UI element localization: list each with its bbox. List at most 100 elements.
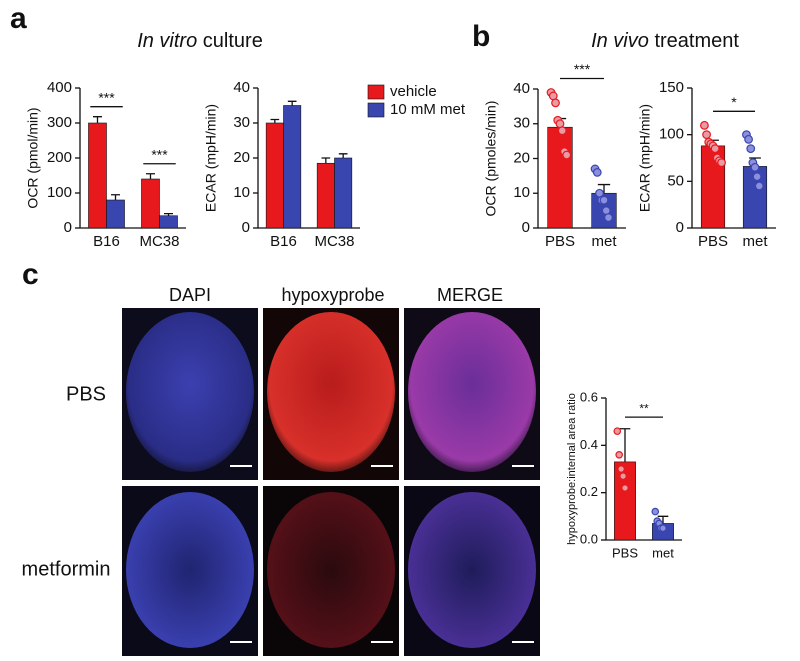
error-bar (597, 183, 611, 194)
data-point (744, 134, 753, 144)
title-italic: In vivo (591, 30, 649, 52)
error-bar (145, 173, 155, 179)
y-tick-label: 30 (513, 115, 530, 132)
y-tick-label: 0 (242, 219, 250, 236)
bar (106, 199, 125, 229)
y-tick-label: 40 (513, 80, 530, 97)
bar (316, 162, 335, 229)
column-header: DAPI (169, 285, 211, 305)
error-bar (111, 194, 121, 200)
error-bar (619, 428, 631, 462)
data-point (651, 507, 660, 516)
error-bar (287, 100, 297, 106)
y-tick-label: 30 (233, 114, 250, 131)
data-point (750, 162, 760, 172)
y-axis-label: OCR (pmol/min) (25, 107, 41, 208)
bar (283, 105, 302, 229)
data-point (619, 472, 627, 480)
panel-b-header: b In vivo treatment (472, 20, 739, 53)
error-bar (164, 213, 174, 216)
y-tick-label: 20 (513, 149, 530, 166)
data-point (659, 524, 667, 532)
tissue (126, 492, 254, 648)
data-point (604, 213, 613, 222)
significance-label: *** (151, 146, 168, 162)
tissue (267, 312, 395, 472)
error-bar (92, 116, 102, 123)
data-point (746, 144, 756, 154)
chart: 0 10 20 30 40 ECAR (mpH/min) B16 MC38 vehicle10 … (203, 79, 466, 250)
y-tick-label: 100 (47, 184, 72, 201)
data-point (557, 126, 567, 136)
x-tick-label: met (591, 233, 617, 250)
chart: 0 10 20 30 40 OCR (pmoles/min) PBS met *** (483, 61, 626, 250)
y-tick-label: 0.2 (580, 484, 598, 499)
panel-a-header: a In vitro culture (10, 2, 263, 52)
data-point (613, 427, 622, 435)
row-label: PBS (66, 383, 106, 405)
significance-label: *** (98, 89, 115, 105)
y-tick-label: 10 (513, 184, 530, 201)
data-point (717, 158, 726, 168)
data-point (551, 98, 560, 108)
chart: 0 50 100 150 ECAR (mpH/min) PBS met * (637, 79, 776, 250)
y-tick-label: 100 (659, 126, 684, 143)
error-bar (321, 157, 331, 164)
panel-c: c DAPI hypoxyprobe MERGE PBS metformin (22, 258, 540, 656)
significance-label: * (731, 94, 737, 110)
x-tick-label: PBS (698, 233, 728, 250)
data-point (599, 195, 609, 205)
column-header: hypoxyprobe (281, 285, 384, 305)
panel-title: In vitro culture (137, 30, 263, 52)
x-tick-label: met (652, 545, 674, 560)
data-point (562, 150, 572, 160)
y-tick-label: 200 (47, 149, 72, 166)
tissue (126, 312, 254, 472)
y-tick-label: 0.4 (580, 437, 598, 452)
y-axis-label: hypoxyprobe:internal area ratio (566, 393, 578, 545)
scale-bars (230, 465, 534, 643)
y-tick-label: 150 (659, 79, 684, 96)
x-tick-label: B16 (93, 233, 120, 250)
row-label: metformin (22, 558, 111, 580)
x-tick-label: MC38 (314, 233, 354, 250)
error-bar (270, 118, 280, 123)
x-tick-label: B16 (270, 233, 297, 250)
error-bar (338, 153, 348, 158)
y-tick-label: 20 (233, 149, 250, 166)
y-tick-label: 0 (676, 219, 684, 236)
data-point (700, 120, 709, 130)
error-bar (657, 515, 669, 524)
y-axis-label: ECAR (mpH/min) (203, 104, 219, 212)
panel-label: c (22, 258, 39, 291)
tissue (408, 312, 536, 472)
x-tick-label: PBS (545, 233, 575, 250)
data-point (754, 181, 764, 191)
title-rest: treatment (654, 30, 739, 52)
data-point (710, 144, 720, 154)
bar (547, 126, 573, 229)
column-header: MERGE (437, 285, 503, 305)
data-point (621, 484, 629, 492)
micrographs (122, 308, 540, 656)
title-rest: culture (203, 30, 263, 52)
tissue (267, 492, 395, 648)
y-axis-label: ECAR (mpH/min) (637, 104, 653, 212)
y-axis-label: OCR (pmoles/min) (483, 101, 499, 217)
data-point (617, 465, 625, 473)
data-point (752, 172, 762, 182)
y-tick-label: 0.0 (580, 531, 598, 546)
y-tick-label: 0 (522, 219, 530, 236)
y-tick-label: 300 (47, 114, 72, 131)
legend-label: vehicle (390, 83, 437, 100)
legend-swatch (367, 102, 385, 118)
chart: 0 100 200 300 400 OCR (pmol/min) B16 MC38 *** *** (25, 79, 186, 250)
y-tick-label: 50 (667, 172, 684, 189)
panel-label: a (10, 2, 27, 35)
bar (141, 178, 160, 229)
x-tick-label: MC38 (139, 233, 179, 250)
significance-label: ** (639, 401, 649, 415)
